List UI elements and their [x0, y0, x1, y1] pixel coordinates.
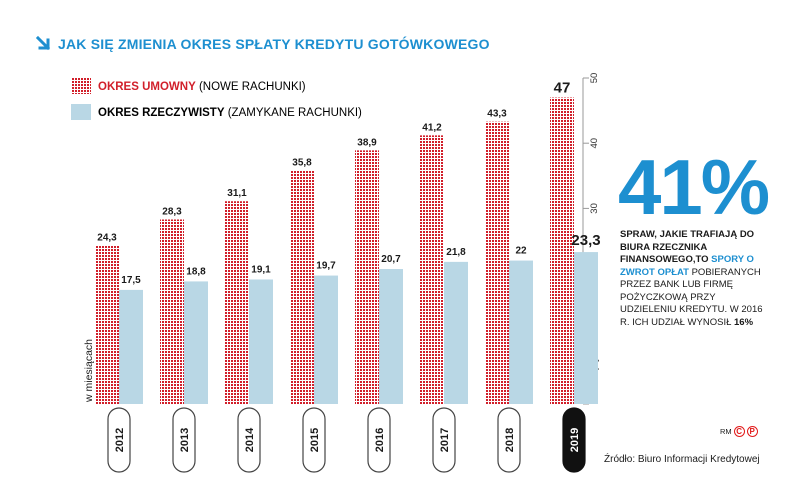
bar-umowny-2016 [355, 150, 379, 404]
data-label-umowny-2017: 41,2 [422, 122, 442, 133]
legend-swatch-rzeczywisty [71, 104, 91, 120]
note-highlight: SPORY O ZWROT OPŁAT [620, 254, 754, 278]
data-label-rzeczywisty-2012: 17,5 [121, 275, 141, 286]
data-label-umowny-2012: 24,3 [97, 233, 117, 244]
data-label-rzeczywisty-2015: 19,7 [316, 261, 336, 272]
year-pill-2016 [367, 407, 391, 473]
bar-rzeczywisty-2014 [249, 279, 273, 404]
credit-rm: RM [720, 427, 732, 436]
data-label-umowny-2019: 47 [554, 80, 571, 97]
data-label-umowny-2013: 28,3 [162, 206, 182, 217]
bar-umowny-2014 [225, 201, 249, 404]
credit: RM C P [720, 426, 758, 437]
x-tick-label-2018: 2018 [504, 428, 516, 452]
title-row: JAK SIĘ ZMIENIA OKRES SPŁATY KREDYTU GOT… [36, 36, 490, 52]
y-tick-label: 50 [589, 73, 600, 84]
data-label-rzeczywisty-2016: 20,7 [381, 254, 401, 265]
x-tick-label-2017: 2017 [439, 428, 451, 452]
x-tick-label-2015: 2015 [309, 428, 321, 452]
bar-rzeczywisty-2015 [314, 275, 338, 404]
source-note: Źródło: Biuro Informacji Kredytowej [604, 454, 760, 465]
data-label-rzeczywisty-2018: 22 [515, 246, 527, 257]
data-label-umowny-2014: 31,1 [227, 188, 247, 199]
big-percent-value: 41% [618, 143, 770, 231]
bar-rzeczywisty-2012 [119, 289, 143, 404]
bar-umowny-2017 [420, 135, 444, 404]
data-label-rzeczywisty-2017: 21,8 [446, 247, 466, 258]
arrow-down-right-icon [36, 36, 51, 51]
y-axis-label: w miesiącach [83, 339, 95, 403]
data-label-rzeczywisty-2014: 19,1 [251, 264, 271, 275]
legend-swatch-umowny [71, 78, 91, 94]
year-pill-2015 [302, 407, 326, 473]
side-note: SPRAW, JAKIE TRAFIAJĄ DO BIURA RZECZNIKA… [620, 229, 770, 329]
bar-umowny-2018 [485, 121, 509, 405]
bar-rzeczywisty-2017 [444, 261, 468, 404]
chart-title: JAK SIĘ ZMIENIA OKRES SPŁATY KREDYTU GOT… [58, 36, 490, 52]
legend-label-umowny: OKRES UMOWNY (NOWE RACHUNKI) [98, 81, 306, 93]
year-pill-2017 [432, 407, 456, 473]
copyright-p-icon: P [746, 426, 758, 437]
note-end: 16% [734, 316, 754, 328]
copyright-c-icon: C [733, 426, 745, 437]
year-pill-2014 [237, 407, 261, 473]
data-label-umowny-2015: 35,8 [292, 158, 312, 169]
year-pill-2013 [172, 407, 196, 473]
note-bold: SPRAW, JAKIE TRAFIAJĄ DO BIURA RZECZNIKA… [620, 229, 755, 265]
x-tick-label-2014: 2014 [244, 427, 256, 452]
data-label-umowny-2016: 38,9 [357, 137, 377, 148]
bar-rzeczywisty-2016 [379, 269, 403, 404]
x-tick-label-2013: 2013 [179, 428, 191, 452]
x-tick-label-2012: 2012 [114, 428, 126, 452]
y-tick-label: 30 [589, 203, 600, 214]
y-tick-label: 40 [589, 138, 600, 149]
year-pill-2018 [497, 407, 521, 473]
bar-rzeczywisty-2013 [184, 281, 208, 404]
data-label-umowny-2018: 43,3 [487, 109, 507, 120]
x-tick-label-2019: 2019 [569, 428, 581, 452]
bar-umowny-2012 [95, 245, 119, 404]
note-rest: POBIERANYCH PRZEZ BANK LUB FIRMĘ POŻYCZK… [620, 266, 763, 328]
bar-umowny-2015 [290, 170, 314, 404]
bar-rzeczywisty-2019 [574, 252, 598, 404]
x-tick-label-2016: 2016 [374, 428, 386, 452]
year-pill-2019 [562, 407, 586, 473]
data-label-rzeczywisty-2013: 18,8 [186, 266, 206, 277]
bar-umowny-2019 [550, 97, 574, 404]
legend-label-rzeczywisty: OKRES RZECZYWISTY (ZAMYKANE RACHUNKI) [98, 107, 362, 119]
bar-rzeczywisty-2018 [509, 260, 533, 404]
data-label-rzeczywisty-2019: 23,3 [571, 232, 600, 249]
legend: OKRES UMOWNY (NOWE RACHUNKI) OKRES RZECZ… [71, 78, 362, 120]
bar-umowny-2013 [160, 219, 184, 404]
year-pill-2012 [107, 407, 131, 473]
